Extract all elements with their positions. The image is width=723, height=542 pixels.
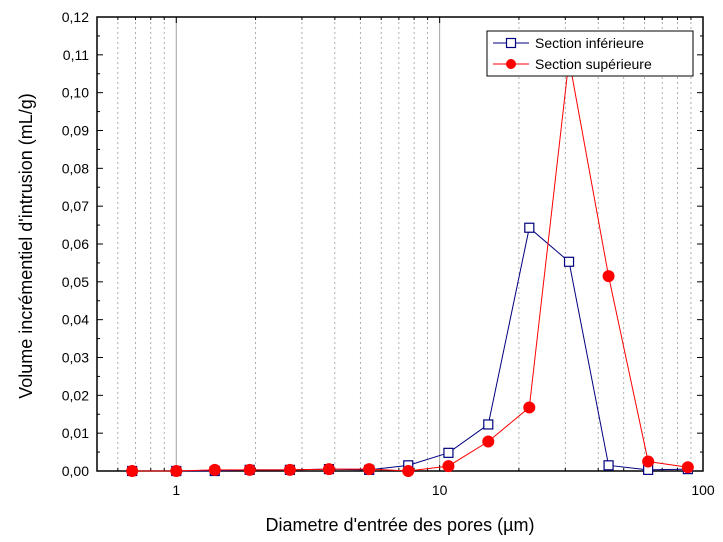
- data-point: [322, 463, 335, 476]
- data-point: [363, 463, 376, 476]
- legend-marker: [505, 37, 517, 49]
- y-tick-label: 0,04: [62, 312, 89, 328]
- data-point: [602, 270, 615, 283]
- legend-label: Section inférieure: [535, 35, 644, 51]
- data-point: [243, 463, 256, 476]
- y-tick-label: 0,12: [62, 9, 89, 25]
- series-1: [127, 222, 693, 477]
- series-2: [126, 53, 694, 477]
- y-tick-label: 0,07: [62, 198, 89, 214]
- data-point: [603, 460, 614, 471]
- legend-label: Section supérieure: [535, 56, 652, 72]
- y-tick-label: 0,05: [62, 274, 89, 290]
- x-tick-label: 10: [432, 482, 448, 498]
- data-point: [283, 463, 296, 476]
- axis-ticks: 1 10 100 0,00 0,01 0,02 0,03 0,04 0,05 0,06 0,07 0,…: [62, 9, 715, 498]
- data-point: [208, 463, 221, 476]
- y-tick-label: 0,11: [63, 47, 89, 63]
- data-point: [126, 465, 139, 477]
- data-point: [402, 465, 415, 477]
- y-tick-label: 0,08: [62, 160, 89, 176]
- data-point: [523, 401, 536, 414]
- legend-item-1: Section inférieure: [493, 35, 644, 51]
- data-point: [524, 222, 535, 233]
- legend-box: [486, 30, 694, 77]
- data-point: [443, 447, 454, 458]
- data-point: [642, 455, 655, 468]
- y-axis-title: Volume incrémentiel d'intrusion (mL/g): [16, 93, 36, 399]
- y-tick-label: 0,09: [62, 123, 89, 139]
- data-point: [681, 461, 694, 474]
- legend-marker: [506, 59, 516, 69]
- x-tick-label: 100: [691, 482, 715, 498]
- y-tick-label: 0,06: [62, 236, 89, 252]
- y-tick-label: 0,10: [62, 85, 89, 101]
- series: [126, 53, 694, 477]
- series-line: [132, 59, 688, 472]
- data-point: [170, 465, 183, 477]
- legend: Section inférieure Section supérieure: [486, 30, 694, 77]
- y-tick-label: 0,02: [62, 387, 89, 403]
- y-tick-label: 0,01: [62, 425, 89, 441]
- data-point: [483, 419, 494, 430]
- y-tick-label: 0,00: [62, 463, 89, 479]
- data-point: [442, 460, 455, 473]
- x-axis-title: Diametre d'entrée des pores (µm): [266, 515, 535, 535]
- x-tick-label: 1: [172, 482, 180, 498]
- y-tick-label: 0,03: [62, 350, 89, 366]
- data-point: [563, 256, 575, 267]
- plot-frame: [96, 16, 704, 472]
- legend-item-2: Section supérieure: [493, 56, 652, 72]
- data-point: [482, 435, 495, 448]
- series-line: [132, 226, 688, 472]
- grid: [96, 17, 704, 471]
